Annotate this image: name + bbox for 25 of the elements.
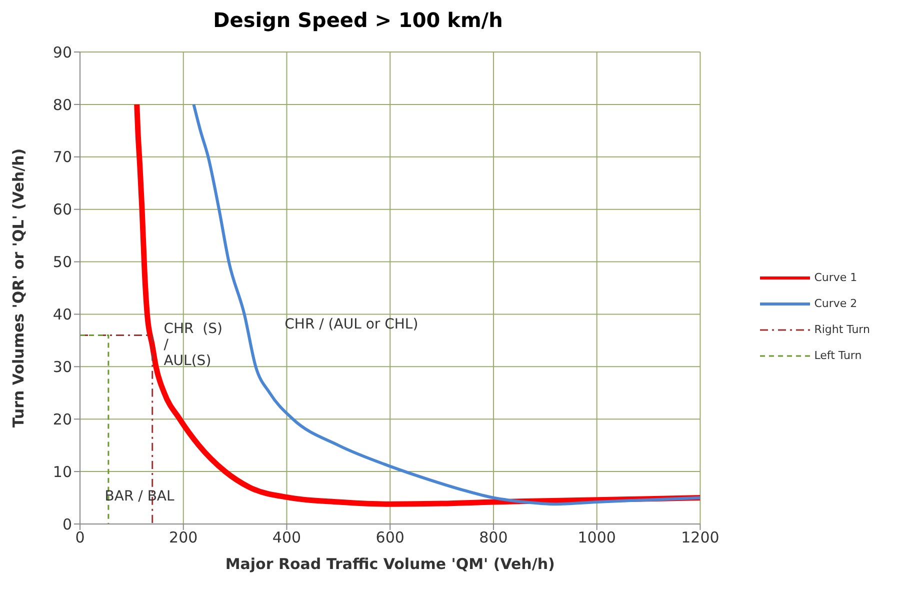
y-tick-label: 40: [52, 306, 72, 324]
x-tick-label: 0: [75, 528, 85, 547]
y-tick-label: 0: [62, 515, 72, 534]
y-tick-label: 70: [52, 148, 72, 166]
y-tick-label: 50: [52, 253, 72, 272]
x-tick-label: 600: [376, 528, 404, 547]
legend-label: Right Turn: [814, 323, 870, 336]
y-tick-label: 80: [52, 96, 72, 114]
x-tick-label: 1200: [681, 528, 720, 547]
y-tick-label: 60: [52, 200, 72, 219]
legend-label: Curve 2: [814, 297, 858, 310]
legend-label: Curve 1: [814, 271, 858, 284]
x-tick-label: 1000: [578, 528, 616, 547]
x-tick-label: 400: [272, 528, 302, 547]
y-tick-label: 90: [52, 43, 72, 62]
annotation: BAR / BAL: [104, 488, 175, 505]
chart-title: Design Speed > 100 km/h: [212, 8, 504, 34]
y-tick-label: 10: [52, 462, 72, 481]
x-axis-title: Major Road Traffic Volume 'QM' (Veh/h): [225, 555, 555, 573]
y-axis-title: Turn Volumes 'QR' or 'QL' (Veh/h): [9, 148, 28, 428]
y-tick-label: 20: [52, 410, 72, 428]
legend-label: Left Turn: [814, 349, 862, 362]
x-tick-label: 200: [169, 528, 198, 547]
x-tick-label: 800: [479, 528, 508, 547]
y-tick-label: 30: [52, 358, 72, 376]
